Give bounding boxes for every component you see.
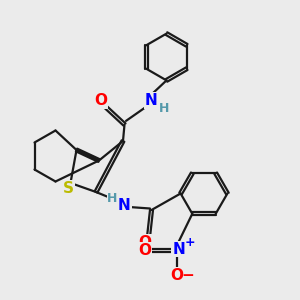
Text: O: O xyxy=(138,235,152,250)
Text: N: N xyxy=(172,242,185,256)
Text: +: + xyxy=(184,236,195,249)
Text: O: O xyxy=(94,93,107,108)
Text: N: N xyxy=(118,198,131,213)
Text: S: S xyxy=(63,181,74,196)
Text: N: N xyxy=(145,93,158,108)
Text: −: − xyxy=(181,268,194,283)
Text: O: O xyxy=(170,268,184,283)
Text: H: H xyxy=(107,191,118,205)
Text: O: O xyxy=(138,243,152,258)
Text: H: H xyxy=(159,101,169,115)
